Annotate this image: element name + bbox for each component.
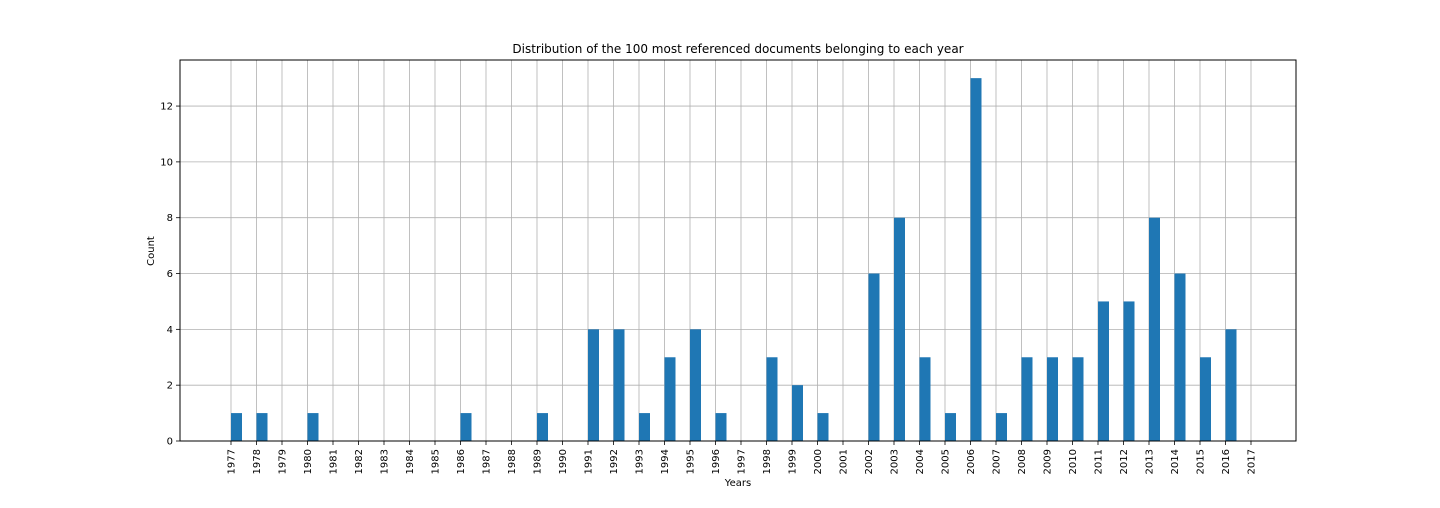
x-axis-label: Years (724, 478, 751, 489)
x-tick-label: 2015 (1196, 449, 1207, 474)
x-tick-label: 1981 (329, 449, 340, 474)
bar (817, 413, 829, 441)
x-tick-label: 2004 (915, 449, 926, 474)
bar (690, 329, 701, 441)
x-tick-label: 1987 (482, 449, 493, 474)
y-tick-label: 10 (160, 157, 173, 168)
bar (1072, 357, 1084, 441)
x-tick-label: 1989 (533, 449, 544, 474)
bar (231, 413, 242, 441)
x-tick-label: 2001 (839, 449, 850, 474)
x-tick-label: 2014 (1170, 449, 1181, 474)
x-tick-label: 2011 (1094, 449, 1105, 474)
bar (256, 413, 268, 441)
x-tick-label: 2002 (864, 449, 875, 474)
bar (460, 413, 472, 441)
bar (613, 329, 625, 441)
bar (537, 413, 548, 441)
x-tick-label: 2010 (1068, 449, 1079, 474)
bar (970, 78, 982, 442)
bar-layer (231, 78, 1237, 442)
bar (664, 357, 676, 441)
y-tick-label: 6 (167, 269, 173, 280)
x-tick-label: 2017 (1247, 449, 1258, 474)
bar (945, 413, 956, 441)
x-tick-label: 1978 (252, 449, 263, 474)
x-tick-label: 2012 (1119, 449, 1130, 474)
x-tick-label: 1997 (737, 449, 748, 474)
bar (1225, 329, 1237, 441)
x-tick-label: 1996 (711, 449, 722, 474)
bar (894, 217, 905, 441)
x-tick-label: 1994 (660, 449, 671, 474)
x-tick-label: 1998 (762, 449, 773, 474)
x-tick-label: 1993 (635, 449, 646, 474)
x-tick-label: 1979 (278, 449, 289, 474)
x-tick-label: 2007 (992, 449, 1003, 474)
bar (639, 413, 650, 441)
tick-layer: 1977 1978 1979 1980 1981 1982 1983 1984 1985 1986… (160, 102, 1257, 475)
x-tick-label: 1985 (431, 449, 442, 474)
x-tick-label: 1980 (303, 449, 314, 474)
x-tick-label: 2000 (813, 449, 824, 474)
x-tick-label: 2006 (966, 449, 977, 474)
x-tick-label: 1991 (584, 449, 595, 474)
x-tick-label: 2005 (941, 449, 952, 474)
bar (1200, 357, 1211, 441)
chart-title: Distribution of the 100 most referenced … (512, 42, 963, 56)
bar (1123, 301, 1135, 441)
x-tick-label: 1990 (558, 449, 569, 474)
y-tick-label: 8 (167, 213, 173, 224)
bar (1047, 357, 1058, 441)
x-tick-label: 2003 (890, 449, 901, 474)
y-tick-label: 12 (160, 102, 173, 113)
bar (715, 413, 727, 441)
y-tick-label: 2 (167, 381, 173, 392)
y-tick-label: 4 (167, 325, 173, 336)
bar (766, 357, 778, 441)
x-tick-label: 2013 (1145, 449, 1156, 474)
x-tick-label: 1986 (456, 449, 467, 474)
bar (307, 413, 319, 441)
bar (919, 357, 931, 441)
bar (588, 329, 599, 441)
x-tick-label: 1988 (507, 449, 518, 474)
x-tick-label: 1977 (227, 449, 238, 474)
bar (868, 273, 880, 441)
x-tick-label: 1992 (609, 449, 620, 474)
x-tick-label: 1984 (405, 449, 416, 474)
plot-frame (179, 59, 1297, 442)
x-tick-label: 2008 (1017, 449, 1028, 474)
bar (1149, 217, 1160, 441)
x-tick-label: 1995 (686, 449, 697, 474)
x-tick-label: 1999 (788, 449, 799, 474)
bar (1021, 357, 1033, 441)
x-tick-label: 1983 (380, 449, 391, 474)
x-tick-label: 2016 (1221, 449, 1232, 474)
x-tick-label: 1982 (354, 449, 365, 474)
bar (1098, 301, 1109, 441)
x-tick-label: 2009 (1043, 449, 1054, 474)
y-axis-label: Count (146, 236, 157, 266)
bar (792, 385, 803, 441)
y-tick-label: 0 (167, 437, 173, 448)
bar (1174, 273, 1186, 441)
bar (996, 413, 1007, 441)
